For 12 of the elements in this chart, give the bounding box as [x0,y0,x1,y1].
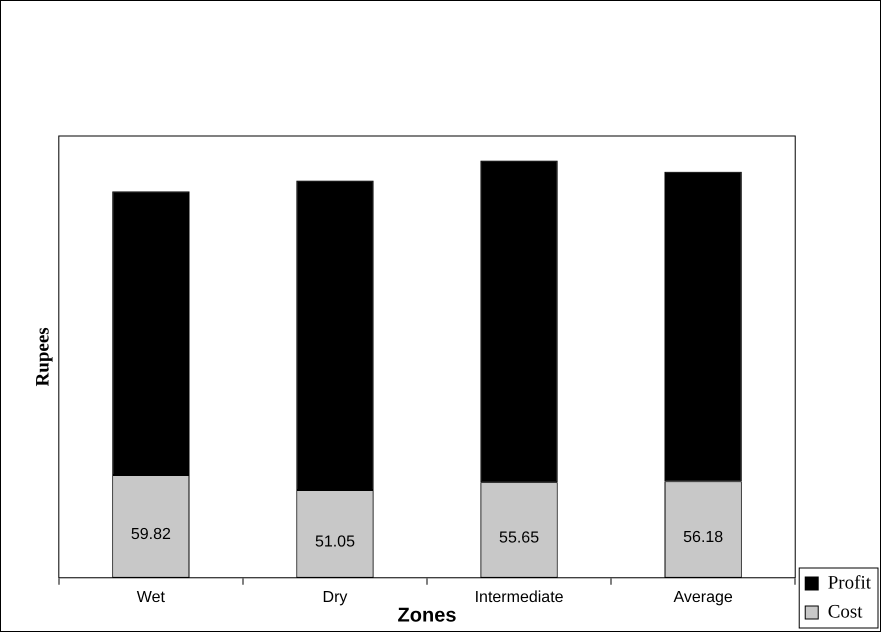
data-label: 51.05 [314,533,356,550]
data-label: 55.65 [499,529,540,546]
x-axis-title: Zones [398,604,456,627]
data-label: 56.18 [683,528,724,546]
x-tick-label: Intermediate [474,588,564,606]
x-tick-label: Dry [322,588,348,606]
x-tick-label: Wet [136,588,166,606]
x-tick-label: Average [674,588,733,606]
legend-label: Profit [828,572,872,594]
legend-label: Cost [828,601,864,622]
y-axis-title: Rupees [32,327,54,386]
data-label: 59.82 [130,526,171,543]
